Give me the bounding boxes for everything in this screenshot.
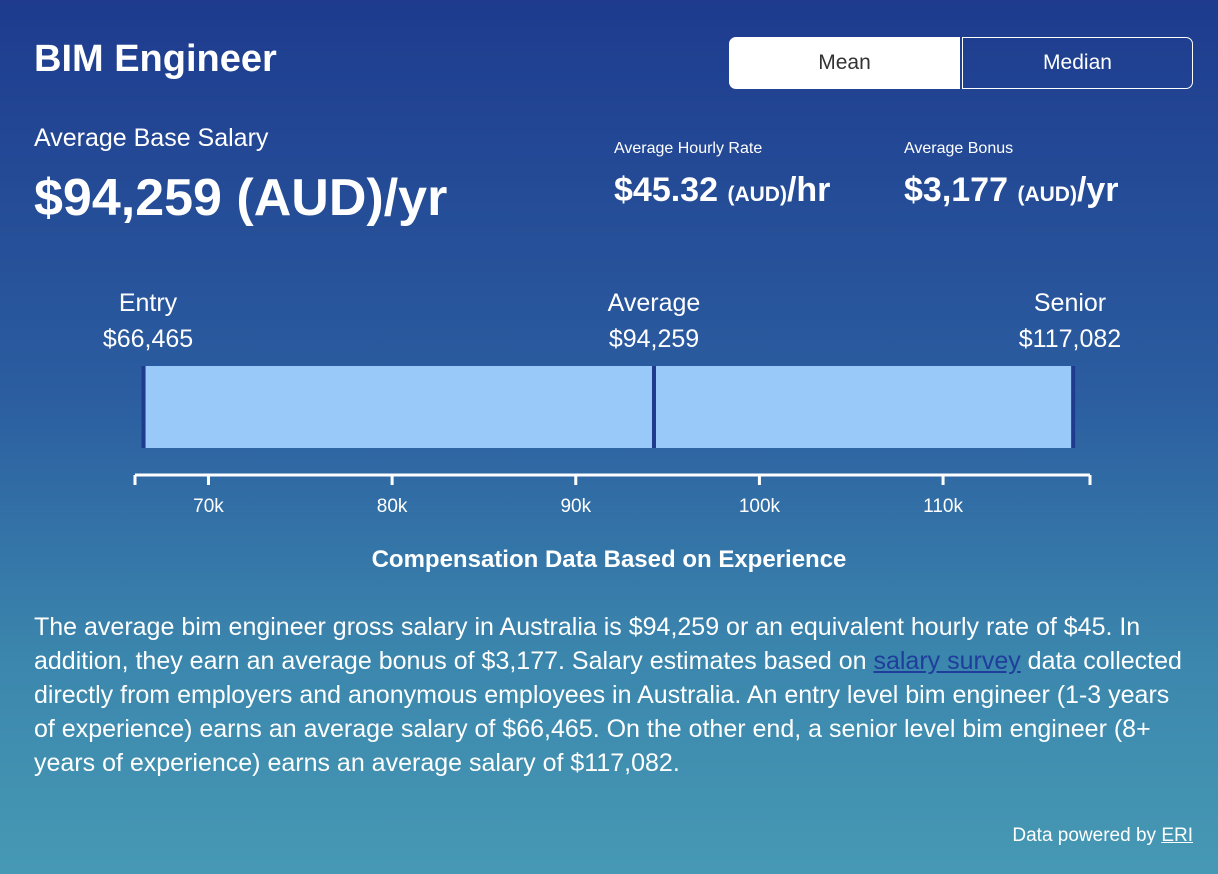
bonus-label: Average Bonus [904,140,1014,157]
bonus-amount: $3,177 [904,171,1008,209]
salary-survey-link[interactable]: salary survey [873,647,1021,675]
hourly-rate-value: $45.32 (AUD)/hr [614,171,830,210]
senior-label: Senior [1033,289,1107,317]
base-salary-value: $94,259 (AUD)/yr [34,169,448,227]
salary-range-chart: 70k 80k 90k 100k 110k [133,366,1092,517]
eri-link[interactable]: ERI [1161,825,1193,846]
median-button[interactable]: Median [962,37,1193,89]
entry-label: Entry [118,289,178,317]
senior-level: Senior $117,082 [970,285,1170,357]
x-tick-label: 100k [739,496,781,517]
bonus-value: $3,177 (AUD)/yr [904,171,1119,210]
x-tick-label: 90k [560,496,591,517]
mean-median-toggle: Mean Median [729,37,1193,89]
mean-button[interactable]: Mean [729,37,960,89]
x-tick-label: 80k [377,496,408,517]
entry-value: $66,465 [102,325,194,353]
hourly-rate-amount: $45.32 [614,171,718,209]
salary-range-bar [143,366,1074,448]
x-tick-label: 70k [193,496,224,517]
average-value: $94,259 [608,325,700,353]
average-level: Average $94,259 [554,285,754,357]
chart-title: Compensation Data Based on Experience [371,546,847,573]
base-salary-label: Average Base Salary [34,124,269,152]
hourly-rate-label: Average Hourly Rate [614,140,763,157]
description-text-1: The average bim engineer gross salary in… [34,613,1141,675]
bonus-currency: (AUD) [1017,183,1077,206]
senior-value: $117,082 [1018,325,1122,353]
description-text-2: data collected directly from employers a… [34,647,1182,777]
hourly-rate-currency: (AUD) [727,183,787,206]
page-title: BIM Engineer [34,38,277,80]
footer-attribution: Data powered by ERI [1012,825,1193,847]
x-tick-label: 110k [923,496,963,517]
senior-edge-marker [1071,366,1076,448]
average-label: Average [607,289,701,317]
entry-edge-marker [141,366,146,448]
salary-description: The average bim engineer gross salary in… [34,610,1194,780]
hourly-rate-unit: /hr [786,171,831,209]
footer-text: Data powered by [1012,825,1162,846]
bonus-unit: /yr [1076,171,1119,209]
average-marker [651,366,656,448]
entry-level: Entry $66,465 [48,285,248,357]
